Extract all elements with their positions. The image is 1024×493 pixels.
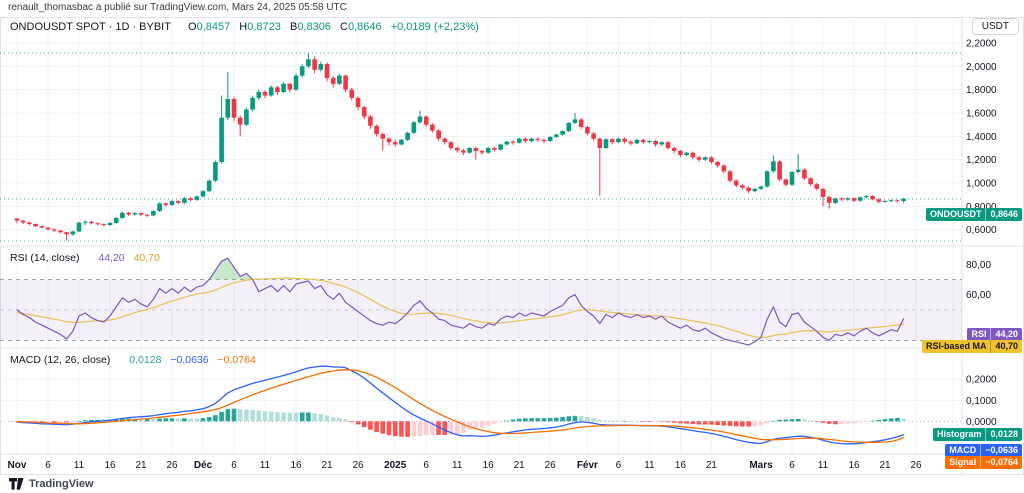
macd-title[interactable]: MACD (12, 26, close): [10, 354, 111, 366]
macd-badge[interactable]: MACD −0,0636: [945, 444, 1022, 457]
ohlc-open: O0,8457: [188, 21, 231, 33]
attribution-text: renault_thomasbac a publié sur TradingVi…: [8, 2, 347, 13]
last-price-badge-symbol: ONDOUSDT: [929, 209, 982, 219]
svg-text:21: 21: [514, 460, 526, 471]
svg-text:2025: 2025: [384, 460, 407, 471]
svg-text:Déc: Déc: [194, 460, 213, 471]
svg-text:Févr: Févr: [577, 460, 598, 471]
svg-text:6: 6: [231, 460, 237, 471]
svg-text:16: 16: [483, 460, 495, 471]
svg-text:60,00: 60,00: [966, 290, 991, 301]
rsi-ma-badge[interactable]: RSI-based MA 40,70: [921, 340, 1022, 353]
svg-text:6: 6: [616, 460, 622, 471]
rsi-pane: [16, 257, 905, 346]
svg-text:80,00: 80,00: [966, 260, 991, 271]
macd-pane: [0, 365, 962, 445]
svg-text:6: 6: [45, 460, 51, 471]
candlestick-series: [14, 53, 906, 241]
signal-badge-value: −0,0764: [980, 456, 1022, 469]
signal-badge-label: Signal: [949, 457, 977, 467]
svg-text:1,0000: 1,0000: [966, 179, 997, 190]
histogram-badge-label: Histogram: [936, 429, 982, 439]
svg-text:26: 26: [910, 460, 922, 471]
macd-hist-value: 0,0128: [129, 354, 162, 366]
rsi-legend: RSI (14, close) 44,20 40,70: [10, 252, 160, 264]
rsi-badge-label: RSI: [971, 329, 987, 339]
signal-badge[interactable]: Signal −0,0764: [945, 456, 1022, 469]
chart-widget: 2,2000 2,0000 1,8000 1,6000 1,4000 1,2000 1,00…: [0, 16, 1024, 476]
histogram-badge-value: 0,0128: [985, 428, 1022, 441]
svg-text:21: 21: [321, 460, 333, 471]
svg-text:1,2000: 1,2000: [966, 155, 997, 166]
svg-text:16: 16: [675, 460, 687, 471]
ohlc-close: C0,8646: [340, 21, 382, 33]
currency-toggle-button[interactable]: USDT: [971, 18, 1019, 35]
ohlc-high: H0,8723: [239, 21, 281, 33]
rsi-ma-badge-value: 40,70: [990, 340, 1022, 353]
svg-text:16: 16: [290, 460, 302, 471]
time-axis-labels: Nov 6 11 16 21 26 Déc 6 11 16 21 26 2025 6 11 16 21 26 Fév…: [8, 460, 962, 471]
svg-text:11: 11: [452, 460, 463, 471]
brand-name[interactable]: TradingView: [29, 478, 94, 490]
price-axis-labels: 2,2000 2,0000 1,8000 1,6000 1,4000 1,2000 1,00…: [966, 39, 997, 428]
svg-text:0,2000: 0,2000: [966, 375, 997, 386]
svg-text:6: 6: [789, 460, 795, 471]
symbol-title[interactable]: ONDOUSDT SPOT · 1D · BYBIT: [10, 21, 171, 33]
svg-text:0,1000: 0,1000: [966, 396, 997, 407]
svg-text:11: 11: [260, 460, 271, 471]
svg-text:1,8000: 1,8000: [966, 85, 997, 96]
macd-badge-value: −0,0636: [980, 444, 1022, 457]
rsi-title[interactable]: RSI (14, close): [10, 252, 80, 264]
tradingview-logo[interactable]: [9, 478, 24, 490]
svg-text:16: 16: [104, 460, 116, 471]
svg-text:21: 21: [706, 460, 718, 471]
symbol-legend: ONDOUSDT SPOT · 1D · BYBIT O0,8457 H0,87…: [10, 21, 479, 33]
rsi-value: 44,20: [98, 252, 125, 264]
svg-text:1,4000: 1,4000: [966, 132, 997, 143]
svg-text:2,0000: 2,0000: [966, 62, 997, 73]
macd-line-value: −0,0636: [170, 354, 209, 366]
svg-text:16: 16: [848, 460, 860, 471]
svg-text:26: 26: [545, 460, 557, 471]
grid-lines: [0, 18, 962, 454]
rsi-ma-value: 40,70: [133, 252, 160, 264]
macd-legend: MACD (12, 26, close) 0,0128 −0,0636 −0,0…: [10, 354, 256, 366]
svg-text:11: 11: [74, 460, 85, 471]
chart-canvas[interactable]: 2,2000 2,0000 1,8000 1,6000 1,4000 1,2000 1,00…: [0, 16, 1024, 476]
macd-signal-value: −0,0764: [217, 354, 256, 366]
svg-text:Mars: Mars: [749, 460, 773, 471]
svg-text:Nov: Nov: [8, 460, 27, 471]
rsi-badge[interactable]: RSI 44,20: [967, 328, 1022, 341]
price-lines: [0, 52, 962, 242]
svg-text:0,0000: 0,0000: [966, 417, 997, 428]
svg-text:0,6000: 0,6000: [966, 225, 997, 236]
svg-text:2,2000: 2,2000: [966, 39, 997, 50]
rsi-ma-badge-label: RSI-based MA: [925, 341, 987, 351]
svg-text:0,8000: 0,8000: [966, 202, 997, 213]
ohlc-low: B0,8306: [289, 21, 331, 33]
svg-text:21: 21: [879, 460, 891, 471]
svg-text:21: 21: [135, 460, 147, 471]
last-price-badge-value: 0,8646: [985, 208, 1022, 221]
svg-text:11: 11: [644, 460, 655, 471]
rsi-badge-value: 44,20: [990, 328, 1022, 341]
footer: TradingView: [9, 478, 94, 490]
svg-text:26: 26: [352, 460, 364, 471]
histogram-badge[interactable]: Histogram 0,0128: [932, 428, 1022, 441]
svg-text:6: 6: [423, 460, 429, 471]
pane-separators: [0, 16, 1024, 476]
price-change: +0,0189 (+2,23%): [390, 21, 479, 33]
svg-text:26: 26: [166, 460, 178, 471]
last-price-badge[interactable]: ONDOUSDT 0,8646: [925, 208, 1022, 221]
svg-text:1,6000: 1,6000: [966, 109, 997, 120]
svg-text:11: 11: [818, 460, 829, 471]
macd-badge-label: MACD: [949, 445, 977, 455]
